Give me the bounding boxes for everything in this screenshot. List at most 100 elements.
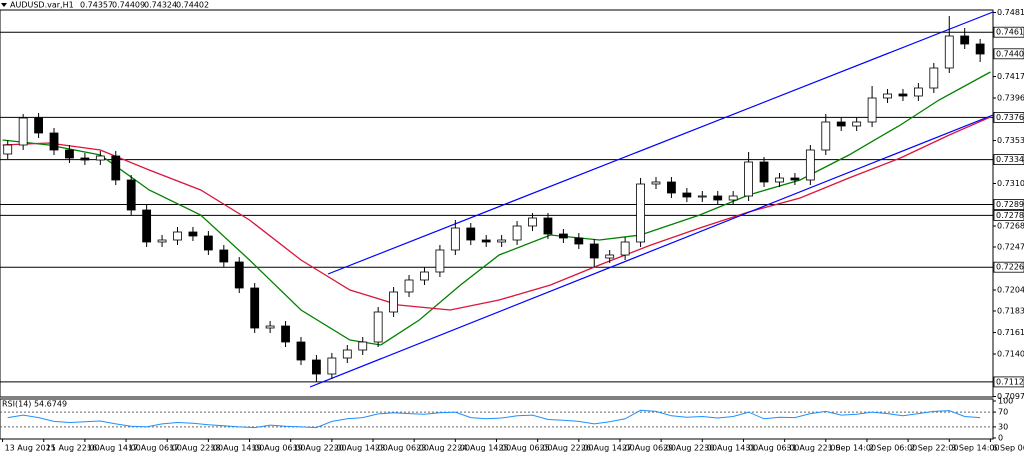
candle-body (651, 181, 661, 185)
x-tick-label: 2 Sep 06:00 (869, 444, 917, 453)
candle-body (821, 121, 831, 151)
candle-body (95, 155, 105, 161)
candle-body (265, 325, 275, 329)
candle-body (49, 132, 59, 151)
symbol: AUDUSD.var,H1 (10, 1, 74, 10)
x-tick-label: 27 Aug 06:00 (622, 444, 676, 453)
x-tick-label: 19 Aug 22:00 (293, 444, 347, 453)
candle-body (481, 239, 491, 243)
x-tick-label: 17 Aug 06:00 (128, 444, 182, 453)
candle-body (65, 149, 74, 159)
level-label: 0.74618 (996, 28, 1024, 37)
y-tick-label: 0.73535 (997, 136, 1024, 145)
candle-body (142, 209, 152, 243)
candle-body (80, 157, 90, 161)
candle-body (589, 243, 599, 259)
y-tick-label: 0.71615 (997, 328, 1024, 337)
x-tick-label: 31 Aug 06:00 (745, 444, 799, 453)
x-tick-label: 19 Aug 06:00 (252, 444, 306, 453)
trendline (309, 114, 994, 388)
x-tick-label: 25 Aug 06:00 (499, 444, 553, 453)
candle-body (574, 237, 584, 245)
candle-body (111, 155, 121, 181)
candle-body (18, 117, 28, 146)
candle-body (852, 121, 862, 127)
candle-body (636, 183, 645, 243)
menu-arrow[interactable] (1, 3, 7, 7)
header-value: 0.74324 (144, 1, 177, 10)
x-tick-label: 16 Aug 14:00 (87, 444, 141, 453)
plot-frame (0, 9, 994, 398)
level-label-box (993, 209, 1024, 221)
header-value: 0.74357 (80, 1, 113, 10)
candle-body (173, 231, 182, 241)
candle-body (250, 287, 260, 329)
candle-body (157, 239, 167, 243)
candle-body (373, 311, 383, 343)
level-label-box (993, 154, 1024, 166)
candle-body (883, 93, 892, 99)
x-tick-label: 3 Sep 14:00 (951, 444, 999, 453)
candle-body (944, 35, 954, 69)
candle-body (281, 325, 290, 343)
candle-body (420, 271, 429, 281)
candle-body (435, 249, 445, 273)
candle-body (203, 235, 213, 251)
y-tick-label: 0.74175 (997, 72, 1024, 81)
x-tick-label: 26 Aug 14:00 (581, 444, 635, 453)
candle-body (667, 181, 676, 194)
candle-body (913, 87, 923, 97)
trendline (327, 11, 994, 275)
candle-body (512, 225, 522, 241)
level-label: 0.72268 (996, 263, 1024, 272)
candle-body (867, 97, 877, 123)
header-value: 0.74402 (176, 1, 209, 10)
candle-body (3, 144, 13, 155)
candle-body (713, 195, 723, 201)
level-label-box (993, 376, 1024, 388)
candle-body (898, 93, 908, 97)
candle-body (497, 239, 507, 243)
candle-body (126, 179, 136, 211)
rsi-tick-label: 100 (998, 397, 1013, 406)
candle-body (790, 177, 800, 181)
x-tick-label: 20 Aug 14:00 (334, 444, 388, 453)
candle-body (960, 35, 970, 45)
x-tick-label: 25 Aug 22:00 (540, 444, 594, 453)
x-tick-label: 29 Aug 22:00 (663, 444, 717, 453)
x-tick-label: 30 Aug 14:00 (704, 444, 758, 453)
candle-body (728, 195, 738, 201)
candle-body (759, 161, 769, 183)
moving-average (2, 116, 991, 311)
candle-body (543, 217, 553, 235)
candle-body (775, 177, 784, 183)
candle-body (975, 43, 985, 55)
x-tick-label: 17 Aug 22:00 (169, 444, 223, 453)
candle-body (312, 359, 321, 375)
rsi-tick-label: 30 (998, 422, 1008, 431)
x-tick-label: 2 Sep 22:00 (910, 444, 958, 453)
x-tick-label: 15 Aug 22:00 (46, 444, 100, 453)
candle-body (404, 279, 414, 293)
candle-body (389, 291, 398, 313)
x-tick-label: 1 Sep 14:00 (828, 444, 876, 453)
candle-body (342, 349, 352, 359)
x-tick-label: 23 Aug 06:00 (375, 444, 429, 453)
header-value: 0.74409 (112, 1, 145, 10)
x-tick-label: 13 Aug 2021 (5, 444, 56, 453)
candle-body (682, 192, 692, 198)
moving-average (2, 71, 991, 346)
rsi-tick-label: 0 (998, 434, 1003, 443)
level-label-box (993, 199, 1024, 210)
rsi-tick-label: 70 (998, 408, 1008, 417)
x-tick-label: 24 Aug 14:00 (457, 444, 511, 453)
level-label-box (993, 26, 1024, 38)
last-price-box (993, 48, 1024, 60)
candle-body (805, 149, 815, 181)
candle-body (466, 227, 476, 241)
